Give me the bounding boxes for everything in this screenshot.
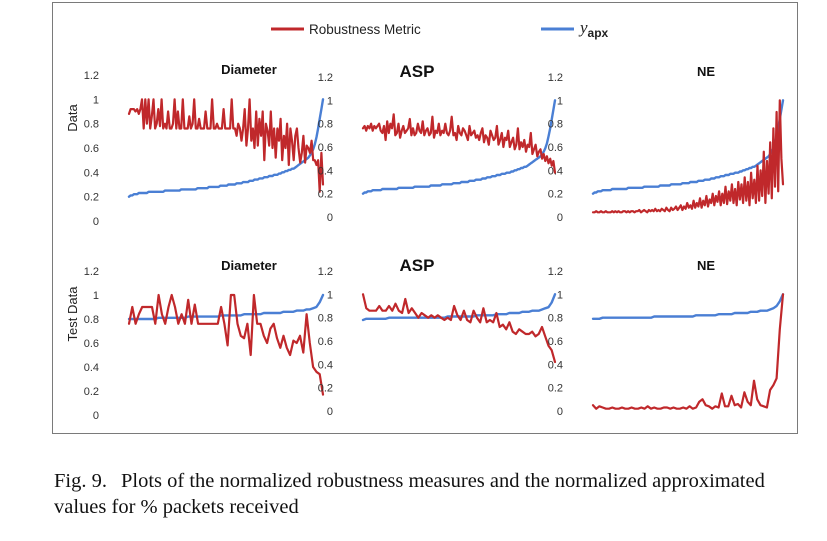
tick-label-asp-data-0: 0 [327,212,333,224]
tick-label-ne-data-6: 1.2 [548,72,563,84]
tick-label-diameter-test-4: 0.8 [84,314,99,326]
tick-label-asp-data-1: 0.2 [318,189,333,201]
tick-label-asp-data-5: 1 [327,95,333,107]
series-line-diameter-data-robustness [127,98,325,193]
tick-label-diameter-data-0: 0 [93,216,99,228]
tick-label-ne-test-3: 0.6 [548,336,563,348]
tick-label-asp-test-4: 0.8 [318,313,333,325]
caption-text: Plots of the normalized robustness measu… [54,470,765,518]
tick-label-diameter-test-0: 0 [93,410,99,422]
series-line-asp-data-robustness [361,113,557,174]
tick-label-diameter-test-3: 0.6 [84,338,99,350]
panel-title-diameter-data: Diameter [221,62,277,77]
tick-label-ne-data-3: 0.6 [548,142,563,154]
tick-label-diameter-data-3: 0.6 [84,143,99,155]
tick-label-ne-test-2: 0.4 [548,359,563,371]
tick-label-diameter-data-2: 0.4 [84,167,99,179]
tick-label-asp-test-3: 0.6 [318,336,333,348]
tick-label-diameter-test-5: 1 [93,290,99,302]
tick-label-diameter-test-6: 1.2 [84,266,99,278]
tick-label-asp-data-4: 0.8 [318,119,333,131]
series-line-ne-data-robustness [591,99,785,214]
series-line-asp-test-robustness [361,293,557,364]
tick-label-ne-data-1: 0.2 [548,189,563,201]
tick-label-asp-test-2: 0.4 [318,359,333,371]
tick-label-diameter-data-6: 1.2 [84,70,99,82]
tick-label-diameter-data-1: 0.2 [84,192,99,204]
figure-caption: Fig. 9. Plots of the normalized robustnes… [54,468,814,520]
tick-label-ne-test-1: 0.2 [548,383,563,395]
tick-label-ne-test-0: 0 [557,406,563,418]
series-line-ne-test-yapx [591,293,785,320]
tick-label-diameter-data-4: 0.8 [84,119,99,131]
series-line-asp-data-yapx [361,99,557,195]
tick-label-ne-data-2: 0.4 [548,165,563,177]
caption-label: Fig. 9. [54,470,107,492]
series-line-diameter-data-yapx [127,98,325,198]
tick-label-asp-data-6: 1.2 [318,72,333,84]
tick-label-ne-test-4: 0.8 [548,313,563,325]
tick-label-diameter-test-2: 0.4 [84,362,99,374]
tick-label-ne-data-4: 0.8 [548,119,563,131]
panel-title-ne-test: NE [697,258,715,273]
tick-label-ne-test-6: 1.2 [548,266,563,278]
figure-frame: Robustness Metric yapx Data Test Data 0 0.2 0.… [52,2,798,434]
tick-label-asp-data-2: 0.4 [318,165,333,177]
series-line-diameter-test-robustness [127,293,325,396]
legend-label-robustness: Robustness Metric [309,22,421,37]
panel-title-asp-test: ASP [400,256,435,275]
tick-label-diameter-data-5: 1 [93,94,99,106]
series-line-ne-test-robustness [591,293,785,410]
panel-title-asp-data: ASP [400,62,435,81]
chart-grid: Robustness Metric yapx Data Test Data 0 0.2 0.… [65,18,785,422]
tick-label-ne-data-0: 0 [557,212,563,224]
panel-title-ne-data: NE [697,64,715,79]
tick-label-diameter-test-1: 0.2 [84,386,99,398]
legend-label-yapx: yapx [578,18,609,40]
tick-label-asp-test-5: 1 [327,289,333,301]
series-line-ne-data-yapx [591,99,785,195]
tick-label-ne-test-5: 1 [557,289,563,301]
series-line-diameter-test-yapx [127,293,325,321]
tick-label-ne-data-5: 1 [557,95,563,107]
row-label-test-data: Test Data [65,286,80,342]
tick-label-asp-test-6: 1.2 [318,266,333,278]
tick-label-asp-data-3: 0.6 [318,142,333,154]
tick-label-asp-test-0: 0 [327,406,333,418]
tick-label-asp-test-1: 0.2 [318,383,333,395]
row-label-data: Data [65,104,80,132]
panel-title-diameter-test: Diameter [221,258,277,273]
